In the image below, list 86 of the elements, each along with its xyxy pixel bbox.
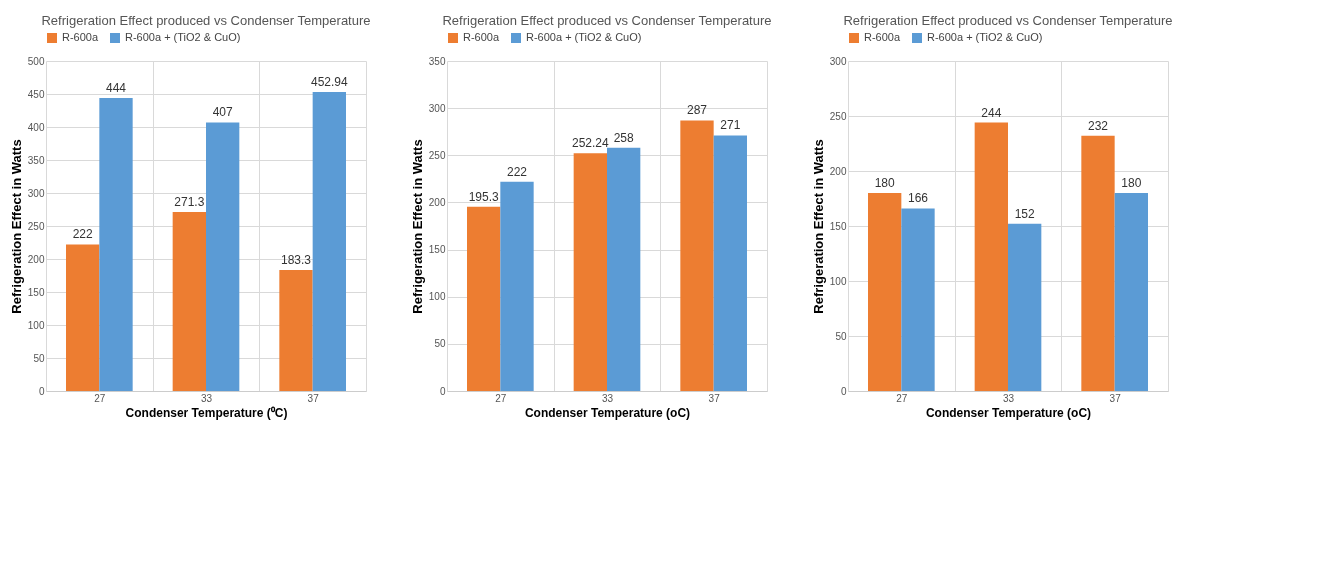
chart-title: Refrigeration Effect produced vs Condenser Temperature: [442, 13, 772, 28]
y-tick-label: 100: [27, 319, 45, 331]
bar: [713, 135, 747, 391]
y-tick-label: 300: [428, 102, 446, 114]
y-tick-label: 200: [428, 196, 446, 208]
legend-label: R-600a: [62, 31, 99, 43]
bar: [1114, 193, 1148, 391]
data-label: 180: [1121, 176, 1142, 190]
data-label: 222: [506, 164, 528, 179]
y-tick-label: 250: [428, 149, 446, 161]
y-tick-label: 350: [428, 55, 446, 67]
x-tick-label: 37: [307, 392, 320, 404]
x-tick-label: 37: [1109, 392, 1122, 404]
data-label: 232: [1087, 118, 1109, 133]
y-tick-label: 150: [27, 286, 45, 298]
y-tick-label: 200: [829, 165, 847, 177]
bar: [500, 181, 534, 391]
data-label: 152: [1014, 206, 1035, 221]
y-tick-label: 400: [27, 121, 45, 133]
bar: [66, 244, 100, 391]
y-axis-title: Refrigeration Effect in Watts: [8, 139, 24, 314]
y-tick-label: 50: [33, 352, 45, 364]
y-tick-label: 350: [27, 154, 45, 166]
data-label: 271: [720, 118, 741, 133]
y-tick-label: 50: [434, 338, 446, 350]
bar: [868, 193, 902, 391]
y-tick-label: 500: [27, 55, 45, 67]
bar: [607, 147, 641, 391]
y-tick-label: 150: [829, 220, 847, 232]
bar: [573, 153, 607, 391]
y-tick-label: 200: [27, 253, 45, 265]
data-label: 252.24: [571, 136, 610, 151]
bar: [279, 270, 313, 391]
bar: [974, 122, 1008, 391]
bar: [1008, 223, 1042, 391]
chart-title: Refrigeration Effect produced vs Condenser Temperature: [41, 13, 371, 28]
x-tick-label: 33: [601, 392, 614, 404]
bar: [172, 211, 206, 391]
x-axis-title: Condenser Temperature (oC): [925, 405, 1092, 420]
y-tick-label: 100: [428, 291, 446, 303]
y-tick-label: 250: [27, 220, 45, 232]
chart-title: Refrigeration Effect produced vs Condenser Temperature: [843, 13, 1173, 28]
y-tick-label: 100: [829, 275, 847, 287]
y-tick-label: 450: [27, 88, 45, 100]
x-axis-title: Condenser Temperature (⁰C): [125, 405, 288, 420]
bar: [1081, 135, 1115, 391]
bar: [312, 92, 346, 391]
data-label: 183.3: [280, 253, 312, 268]
data-label: 195.3: [468, 189, 500, 204]
data-label: 180: [874, 176, 895, 190]
legend-label: R-600a + (TiO2 & CuO): [927, 31, 1043, 43]
data-label: 271.3: [174, 194, 205, 209]
y-tick-label: 300: [829, 55, 847, 67]
x-tick-label: 33: [200, 392, 213, 404]
bar: [206, 122, 240, 391]
data-label: 407: [212, 105, 233, 120]
y-tick-label: 250: [829, 110, 847, 122]
bar: [680, 120, 714, 391]
data-label: 444: [105, 80, 127, 95]
bar: [901, 208, 935, 391]
legend-label: R-600a: [463, 31, 500, 43]
y-tick-label: 0: [439, 385, 446, 397]
y-axis-title: Refrigeration Effect in Watts: [810, 139, 826, 314]
data-label: 287: [686, 103, 708, 118]
bar: [467, 206, 501, 391]
x-tick-label: 33: [1002, 392, 1015, 404]
legend-label: R-600a + (TiO2 & CuO): [125, 31, 241, 43]
data-label: 244: [981, 105, 1002, 120]
x-axis-title: Condenser Temperature (oC): [524, 405, 691, 420]
y-tick-label: 150: [428, 244, 446, 256]
y-tick-label: 50: [835, 330, 847, 342]
legend-label: R-600a: [864, 31, 901, 43]
x-tick-label: 37: [708, 392, 721, 404]
data-label: 222: [72, 227, 93, 242]
data-label: 166: [907, 191, 929, 206]
y-axis-title: Refrigeration Effect in Watts: [409, 139, 425, 314]
data-label: 452.94: [310, 75, 349, 90]
x-tick-label: 27: [94, 392, 106, 404]
data-label: 258: [613, 130, 634, 145]
y-tick-label: 0: [38, 385, 45, 397]
y-tick-label: 300: [27, 187, 45, 199]
x-tick-label: 27: [896, 392, 908, 404]
bar: [99, 97, 133, 391]
x-tick-label: 27: [495, 392, 507, 404]
y-tick-label: 0: [840, 385, 847, 397]
legend-label: R-600a + (TiO2 & CuO): [526, 31, 642, 43]
